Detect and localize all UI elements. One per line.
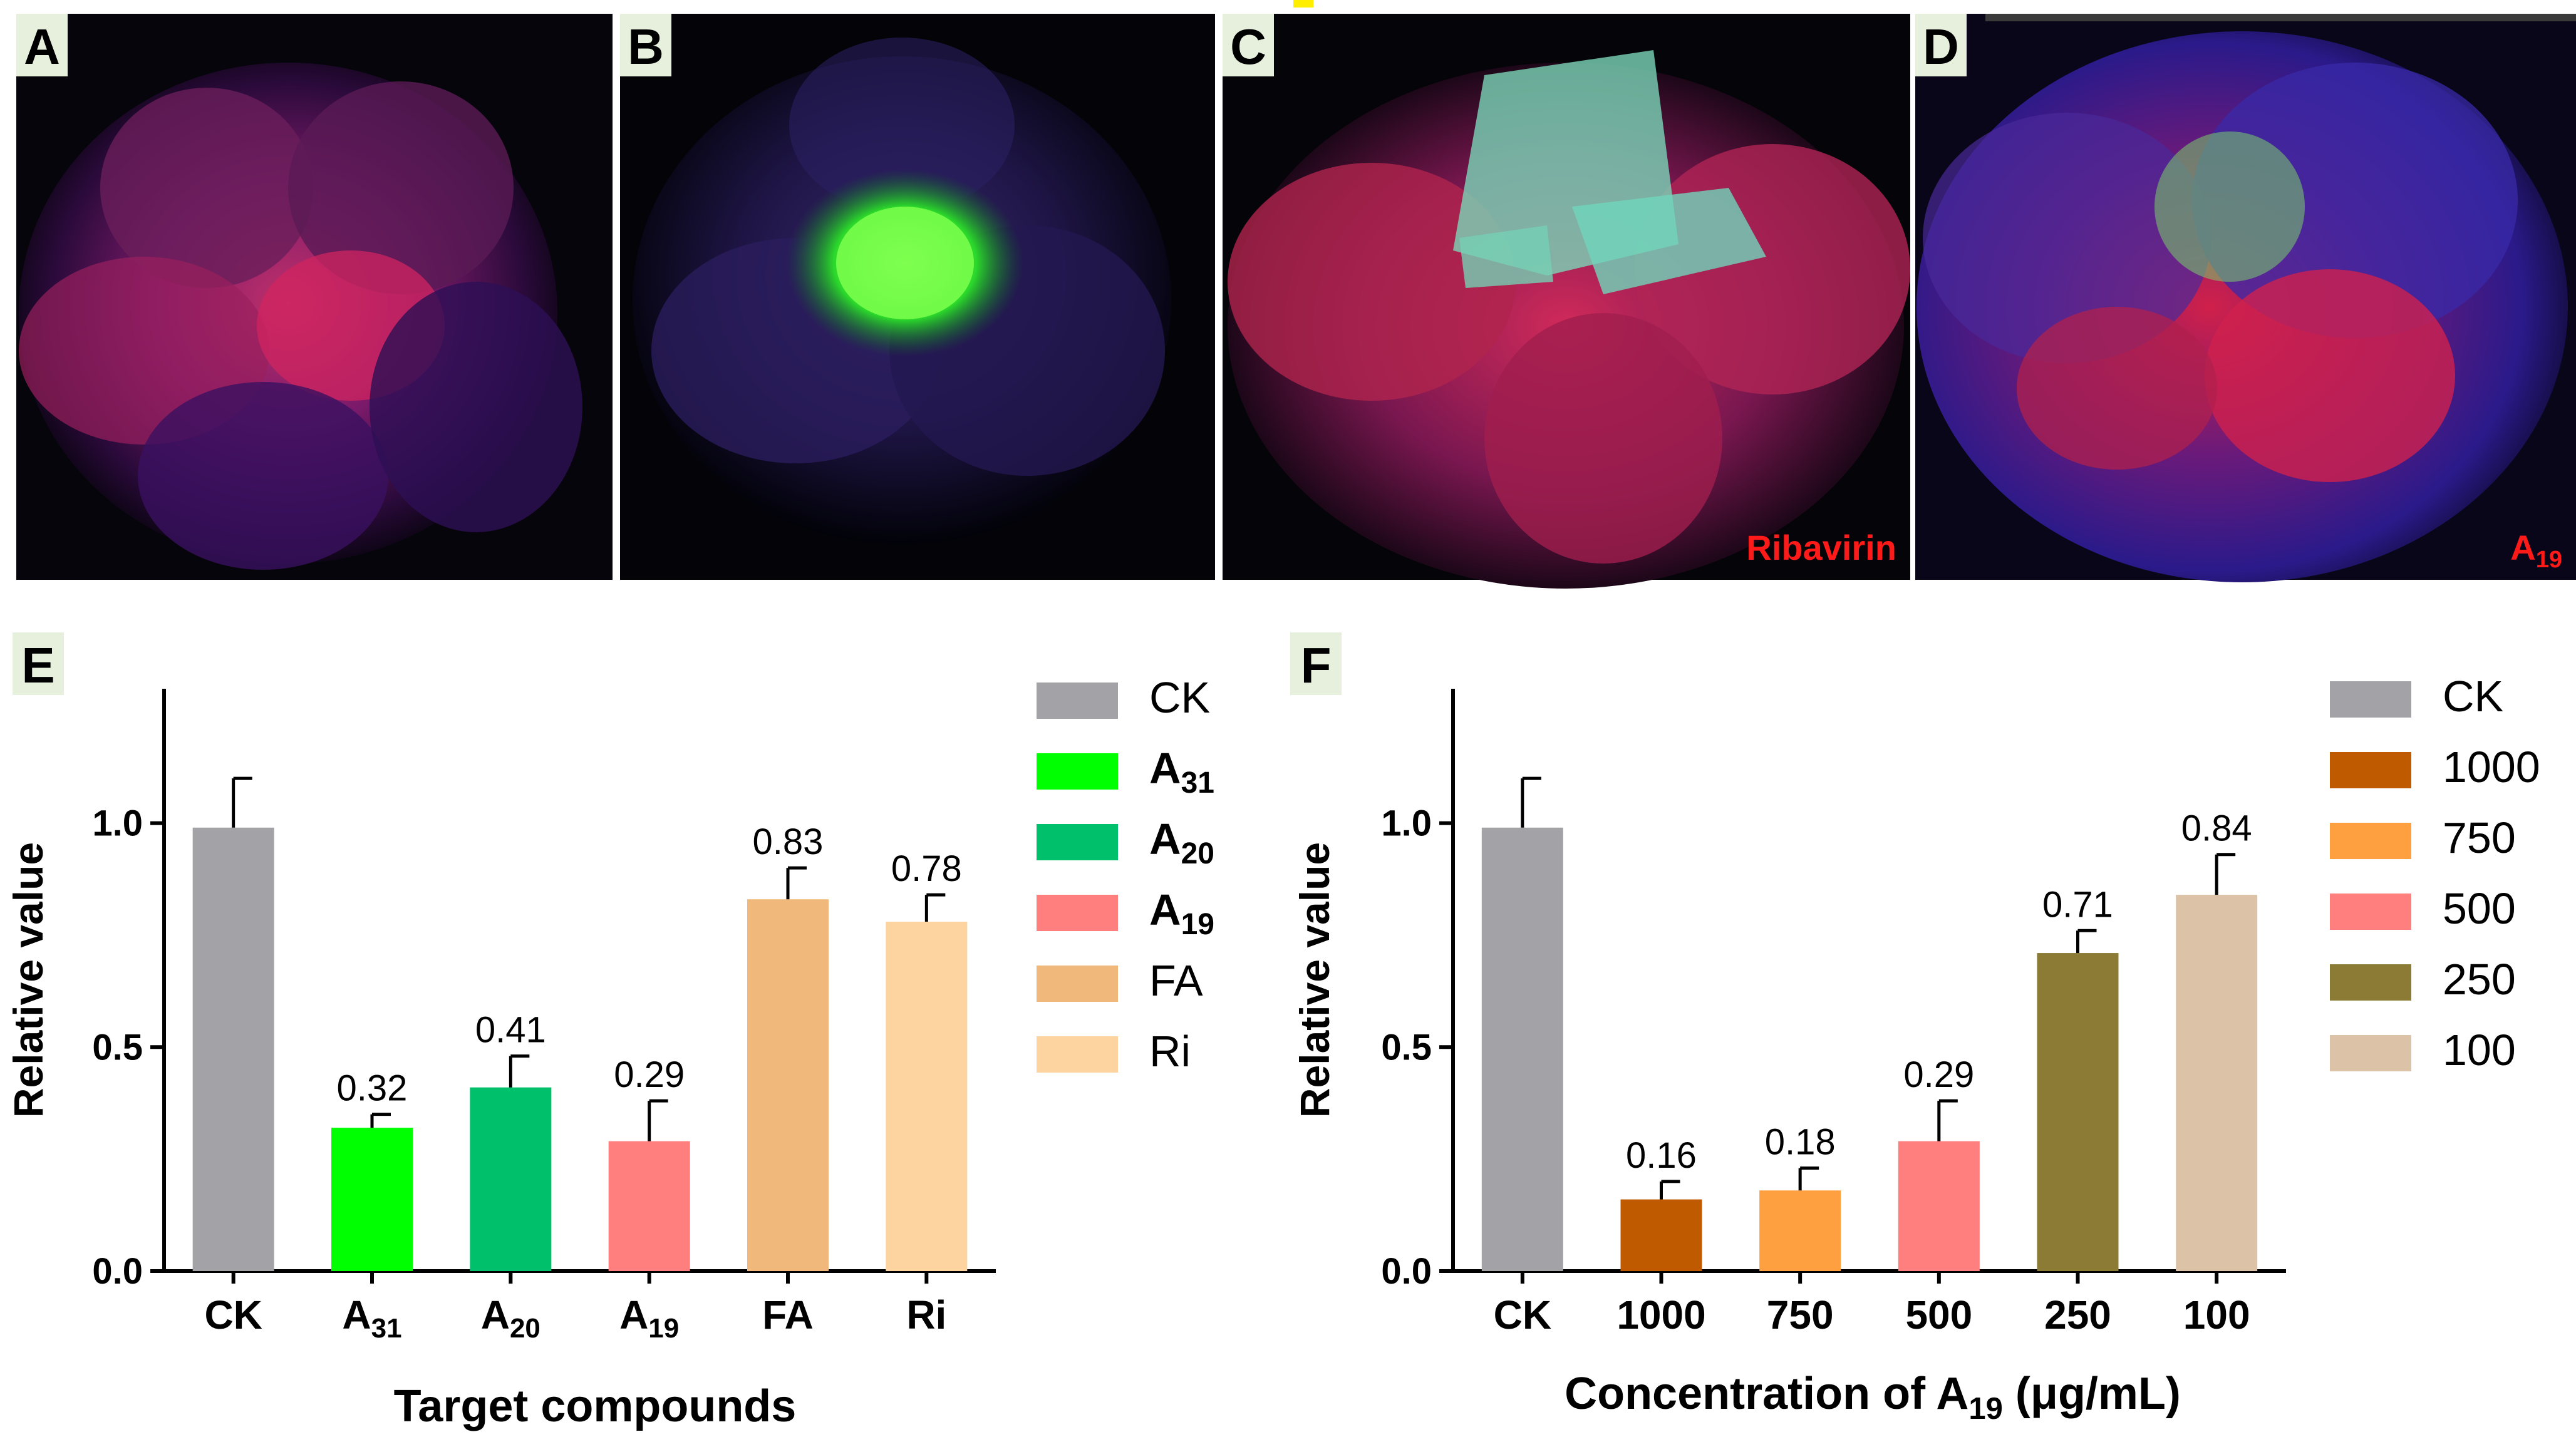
data-label-1: 0.32: [337, 1068, 408, 1109]
chart-e: E 0.0 0.5 1.0 Relative value CK 0.32 A31 0.41 A20…: [5, 632, 1214, 1431]
photo-caption-d: A19: [2510, 528, 2562, 573]
panel-letter-f: F: [1301, 637, 1332, 693]
x-tick-label-2: A20: [481, 1292, 541, 1344]
legend-swatch-3: [1037, 895, 1118, 931]
bar-5: [2176, 895, 2258, 1271]
x-tick-label-0: CK: [1494, 1292, 1551, 1337]
panel-letter-bg-c: [1223, 14, 1274, 76]
x-axis-label: Concentration of A19 (μg/mL): [1565, 1369, 2181, 1426]
panel-letter-bg-b: [620, 14, 671, 76]
legend-label-0: CK: [2443, 672, 2503, 721]
legend-swatch-3: [2330, 894, 2411, 930]
panel-letter-bg-e: [13, 632, 64, 695]
bar-1: [331, 1128, 413, 1271]
photo-caption-c: Ribavirin: [1746, 528, 1896, 567]
photo-a: [16, 14, 613, 580]
data-label-4: 0.83: [753, 822, 824, 862]
y-tick-label: 0.5: [92, 1027, 143, 1068]
legend-label-4: 250: [2443, 955, 2516, 1004]
bar-0: [1481, 827, 1563, 1271]
bar-2: [470, 1087, 552, 1271]
bar-5: [886, 922, 968, 1271]
legend-label-0: CK: [1149, 673, 1210, 722]
chart-f: F 0.0 0.5 1.0 Relative value CK 0.16 1000 0.18 75…: [1290, 632, 2540, 1426]
data-label-1: 0.16: [1626, 1135, 1697, 1176]
panel-letter-bg-a: [16, 14, 68, 76]
y-tick-label: 0.5: [1381, 1027, 1432, 1068]
bar-2: [1759, 1190, 1841, 1271]
x-tick-label-4: 250: [2044, 1292, 2111, 1337]
x-tick-label-2: 750: [1767, 1292, 1834, 1337]
panel-letter-bg-f: [1290, 632, 1342, 695]
data-label-5: 0.78: [891, 848, 962, 889]
y-tick-label: 1.0: [1381, 803, 1432, 844]
y-tick-label: 0.0: [1381, 1251, 1432, 1292]
legend-swatch-1: [1037, 753, 1118, 790]
legend-label-3: 500: [2443, 884, 2516, 933]
bar-3: [1898, 1141, 1980, 1271]
x-tick-label-1: 1000: [1616, 1292, 1705, 1337]
bar-1: [1620, 1199, 1702, 1271]
data-label-2: 0.41: [475, 1010, 546, 1051]
legend-swatch-5: [2330, 1035, 2411, 1071]
legend-swatch-0: [2330, 681, 2411, 718]
panel-letter-c: C: [1230, 19, 1266, 75]
yellow-mark: [1293, 0, 1313, 8]
bar-4: [747, 899, 829, 1271]
x-tick-label-1: A31: [342, 1292, 401, 1344]
x-tick-label-3: 500: [1905, 1292, 1972, 1337]
bar-0: [192, 827, 274, 1271]
legend-label-5: 100: [2443, 1026, 2516, 1074]
data-label-5: 0.84: [2181, 808, 2252, 849]
panel-letter-e: E: [21, 637, 54, 693]
photo-c: [1223, 14, 1910, 589]
legend-label-5: Ri: [1149, 1027, 1191, 1076]
legend-swatch-2: [2330, 823, 2411, 859]
y-tick-label: 1.0: [92, 803, 143, 844]
legend-swatch-1: [2330, 752, 2411, 788]
x-axis-label: Target compounds: [394, 1381, 797, 1431]
y-tick-label: 0.0: [92, 1251, 143, 1292]
data-label-2: 0.18: [1765, 1121, 1836, 1162]
legend-label-4: FA: [1149, 956, 1203, 1005]
bar-3: [608, 1141, 690, 1271]
x-tick-label-0: CK: [204, 1292, 262, 1337]
panel-letter-d: D: [1923, 19, 1959, 75]
photo-labels: A B C Ribavirin D A19: [16, 14, 2562, 573]
legend-swatch-5: [1037, 1036, 1118, 1073]
legend-label-2: A20: [1149, 815, 1214, 870]
legend-label-1: A31: [1149, 744, 1214, 800]
x-tick-label-5: 100: [2183, 1292, 2250, 1337]
panel-letter-a: A: [24, 19, 60, 75]
legend-swatch-4: [1037, 966, 1118, 1002]
legend-swatch-4: [2330, 964, 2411, 1001]
y-axis-label: Relative value: [5, 842, 51, 1118]
panel-letter-bg-d: [1915, 14, 1967, 76]
legend-swatch-0: [1037, 682, 1118, 719]
panel-letter-b: B: [628, 19, 664, 75]
x-tick-label-3: A19: [619, 1292, 679, 1344]
photo-d: [1915, 14, 2576, 582]
legend-swatch-2: [1037, 824, 1118, 860]
data-label-3: 0.29: [614, 1054, 685, 1095]
legend-label-3: A19: [1149, 885, 1214, 941]
legend-label-1: 1000: [2443, 743, 2540, 791]
y-axis-label: Relative value: [1291, 842, 1338, 1118]
x-tick-label-5: Ri: [906, 1292, 946, 1337]
bar-4: [2037, 953, 2119, 1271]
legend-label-2: 750: [2443, 813, 2516, 862]
data-label-4: 0.71: [2042, 884, 2113, 925]
photo-b: [620, 14, 1215, 580]
x-tick-label-4: FA: [762, 1292, 814, 1337]
data-label-3: 0.29: [1903, 1054, 1974, 1095]
